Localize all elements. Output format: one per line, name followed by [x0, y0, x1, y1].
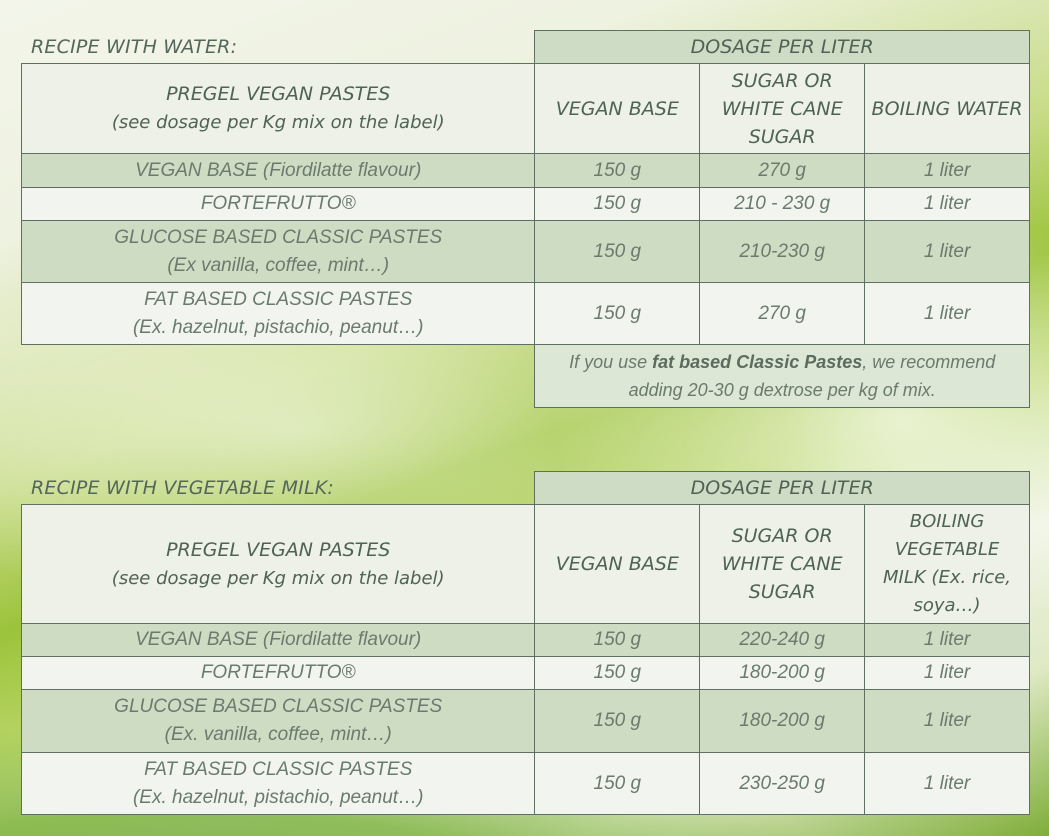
- paste-name: FORTEFRUTTO®: [20, 656, 536, 690]
- paste-line: GLUCOSE BASED CLASSIC PASTES: [114, 226, 443, 248]
- note-emphasis: fat based Classic Pastes: [652, 352, 863, 372]
- table-row: VEGAN BASE (Fiordilatte flavour) 150 g 2…: [20, 623, 1030, 657]
- note-text: , we recommend: [862, 352, 996, 372]
- paste-name: GLUCOSE BASED CLASSIC PASTES (Ex vanilla,…: [20, 220, 536, 283]
- table-row: FORTEFRUTTO® 150 g 210 - 230 g 1 liter: [20, 187, 1030, 221]
- header-line: PREGEL VEGAN PASTES: [166, 538, 391, 561]
- column-header-pastes: PREGEL VEGAN PASTES (see dosage per Kg mi…: [20, 504, 536, 624]
- header-line: (see dosage per Kg mix on the label): [111, 567, 445, 589]
- cell: 220-240 g: [699, 623, 866, 657]
- paste-line: GLUCOSE BASED CLASSIC PASTES: [114, 696, 443, 717]
- cell: 150 g: [534, 623, 701, 657]
- header-line: PREGEL VEGAN PASTES: [166, 83, 391, 105]
- dosage-header: DOSAGE PER LITER: [534, 30, 1030, 64]
- paste-name: FAT BASED CLASSIC PASTES (Ex. hazelnut, p…: [20, 282, 536, 345]
- paste-name: FORTEFRUTTO®: [20, 187, 536, 221]
- cell: 230-250 g: [699, 752, 866, 815]
- paste-name: VEGAN BASE (Fiordilatte flavour): [20, 623, 536, 657]
- cell: 1 liter: [864, 752, 1030, 815]
- dextrose-note: If you use fat based Classic Pastes, we …: [534, 344, 1030, 408]
- vegetable-milk-recipe-table: DOSAGE PER LITER PREGEL VEGAN PASTES (see…: [20, 471, 1030, 815]
- note-text: adding 20-30 g dextrose per kg of mix.: [628, 380, 936, 400]
- paste-name: FAT BASED CLASSIC PASTES (Ex. hazelnut, p…: [20, 752, 536, 815]
- section-title-water: RECIPE WITH WATER:: [31, 36, 238, 58]
- cell: 210 - 230 g: [699, 187, 866, 221]
- cell: 210-230 g: [699, 220, 866, 283]
- cell: 150 g: [534, 656, 701, 690]
- column-header-vegan-base: VEGAN BASE: [534, 63, 701, 154]
- cell: 270 g: [699, 153, 866, 188]
- column-header-liquid: BOILING WATER: [864, 63, 1030, 154]
- header-line: (see dosage per Kg mix on the label): [111, 112, 445, 133]
- cell: 1 liter: [864, 623, 1030, 657]
- cell: 270 g: [699, 282, 866, 345]
- column-header-sugar: SUGAR OR WHITE CANE SUGAR: [699, 63, 866, 154]
- cell: 1 liter: [864, 220, 1030, 283]
- cell: 1 liter: [864, 656, 1030, 690]
- cell: 150 g: [534, 220, 701, 283]
- paste-line: FAT BASED CLASSIC PASTES: [144, 758, 413, 780]
- paste-example: (Ex. hazelnut, pistachio, peanut…): [132, 316, 424, 338]
- paste-example: (Ex. hazelnut, pistachio, peanut…): [132, 786, 424, 808]
- table-row: FAT BASED CLASSIC PASTES (Ex. hazelnut, p…: [20, 752, 1030, 815]
- column-header-pastes: PREGEL VEGAN PASTES (see dosage per Kg mi…: [20, 63, 536, 154]
- table-row: GLUCOSE BASED CLASSIC PASTES (Ex vanilla,…: [20, 220, 1030, 283]
- cell: 180-200 g: [699, 656, 866, 690]
- cell: 150 g: [534, 689, 701, 753]
- cell: 1 liter: [864, 153, 1030, 188]
- table-row: GLUCOSE BASED CLASSIC PASTES (Ex. vanilla…: [20, 689, 1030, 753]
- paste-line: FAT BASED CLASSIC PASTES: [144, 288, 413, 310]
- paste-name: VEGAN BASE (Fiordilatte flavour): [20, 153, 536, 188]
- cell: 1 liter: [864, 689, 1030, 753]
- paste-example: (Ex vanilla, coffee, mint…): [167, 254, 390, 276]
- section-title-vegetable-milk: RECIPE WITH VEGETABLE MILK:: [31, 477, 334, 499]
- table-row: FORTEFRUTTO® 150 g 180-200 g 1 liter: [20, 656, 1030, 690]
- cell: 180-200 g: [699, 689, 866, 753]
- cell: 1 liter: [864, 282, 1030, 345]
- dosage-header: DOSAGE PER LITER: [534, 471, 1030, 505]
- water-recipe-table: DOSAGE PER LITER PREGEL VEGAN PASTES (see…: [20, 30, 1030, 408]
- cell: 150 g: [534, 187, 701, 221]
- note-text: If you use: [569, 352, 653, 372]
- cell: 150 g: [534, 282, 701, 345]
- cell: 1 liter: [864, 187, 1030, 221]
- cell: 150 g: [534, 153, 701, 188]
- table-row: VEGAN BASE (Fiordilatte flavour) 150 g 2…: [20, 153, 1030, 188]
- table-row: FAT BASED CLASSIC PASTES (Ex. hazelnut, p…: [20, 282, 1030, 345]
- column-header-liquid: BOILING VEGETABLE MILK (Ex. rice, soya…): [864, 504, 1030, 624]
- column-header-sugar: SUGAR OR WHITE CANE SUGAR: [699, 504, 866, 624]
- paste-example: (Ex. vanilla, coffee, mint…): [164, 724, 392, 745]
- cell: 150 g: [534, 752, 701, 815]
- column-header-vegan-base: VEGAN BASE: [534, 504, 701, 624]
- paste-name: GLUCOSE BASED CLASSIC PASTES (Ex. vanilla…: [20, 689, 536, 753]
